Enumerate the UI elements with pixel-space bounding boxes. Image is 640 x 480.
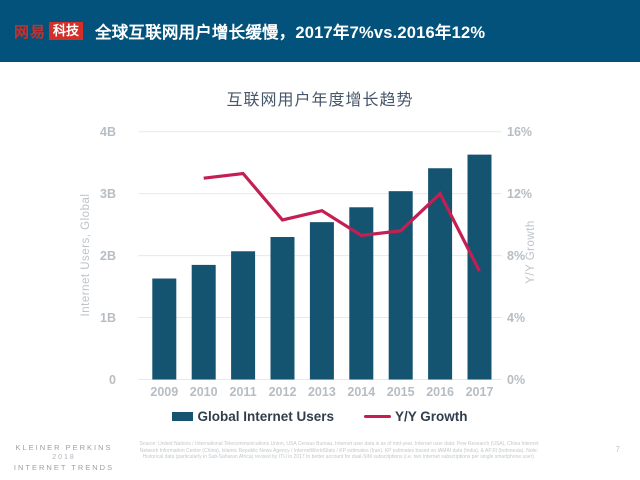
netease-logo-text: 网易 [14,23,47,41]
bar-2010 [191,264,216,380]
x-axis-label: 2011 [230,385,257,399]
source-note: Source: United Nations / International T… [139,441,539,461]
x-axis-label: 2012 [269,385,297,399]
article-title: 全球互联网用户增长缓慢，2017年7%vs.2016年12% [95,24,486,42]
right-axis-tick: 12% [507,187,532,201]
legend-bar-label: Global Internet Users [197,409,335,424]
left-axis-title: Internet Users, Global [80,194,92,317]
brand-line-1: KLEINER PERKINS [15,443,113,452]
bar-2009 [152,278,177,380]
bar-2013 [309,222,334,380]
x-axis-label: 2015 [387,385,415,399]
legend-line-label: Y/Y Growth [395,409,468,424]
header-bar: 网易 科技 全球互联网用户增长缓慢，2017年7%vs.2016年12% [0,0,640,62]
legend-line-swatch [364,414,392,419]
left-axis-tick: 1B [100,311,116,325]
x-axis-label: 2017 [466,385,494,399]
footer: KLEINER PERKINS 2018 INTERNET TRENDS Sou… [0,434,640,480]
right-axis-tick: 0% [507,373,525,387]
x-axis-label: 2014 [347,385,375,399]
x-axis-label: 2009 [150,385,178,399]
right-axis-tick: 4% [507,311,525,325]
chart-plot: 0 0% 1B 4% 2B 8% 3B 12% 4B 16% 2009 2010 2011 2012 201… [80,125,537,399]
left-axis-tick: 0 [109,373,116,387]
left-axis-tick: 2B [100,249,116,263]
bar-2016 [428,168,453,380]
bar-2012 [270,237,295,380]
chart-legend: Global Internet Users Y/Y Growth [0,409,640,424]
x-axis-label: 2016 [426,385,454,399]
bar-2011 [231,251,256,380]
tech-logo-badge: 科技 [49,22,84,40]
right-axis-title: Y/Y Growth [525,220,537,284]
bar-2017 [467,154,492,380]
page-number: 7 [615,445,620,454]
kleiner-perkins-brand: KLEINER PERKINS 2018 INTERNET TRENDS [4,443,124,472]
brand-line-3: INTERNET TRENDS [13,463,115,472]
legend-bar-swatch [172,412,194,421]
brand-line-2: 2018 [52,454,76,461]
right-axis-tick: 16% [507,125,532,139]
right-axis-tick: 8% [507,249,525,263]
growth-line [203,171,481,272]
left-axis-tick: 4B [100,125,116,139]
x-axis-label: 2010 [190,385,218,399]
chart-title: 互联网用户年度增长趋势 [226,92,414,109]
netease-tech-logo: 网易 科技 [14,21,84,42]
x-axis-label: 2013 [308,385,336,399]
bar-2015 [388,191,413,380]
left-axis-tick: 3B [100,187,116,201]
